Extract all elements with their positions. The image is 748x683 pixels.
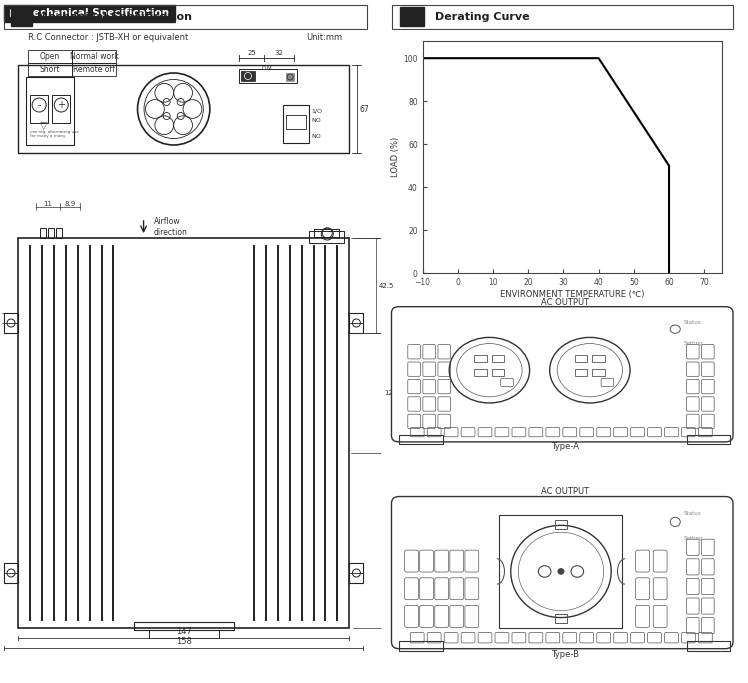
Text: Status: Status — [684, 320, 702, 324]
Text: -: - — [37, 100, 41, 110]
Bar — [399, 435, 443, 444]
Text: +: + — [58, 100, 65, 110]
Text: 1/O: 1/O — [311, 109, 322, 113]
Bar — [73, 50, 117, 63]
Text: Setting: Setting — [684, 341, 704, 346]
Bar — [26, 77, 74, 145]
Bar — [286, 73, 294, 81]
Text: D.M: D.M — [261, 66, 272, 71]
Bar — [30, 95, 48, 123]
FancyBboxPatch shape — [391, 497, 733, 649]
Text: Unit:mm: Unit:mm — [306, 33, 343, 42]
Circle shape — [245, 72, 251, 79]
Text: Mechanical Specification: Mechanical Specification — [37, 12, 192, 22]
Text: 8.9: 8.9 — [64, 201, 76, 207]
Bar — [28, 63, 73, 76]
Bar — [52, 95, 70, 123]
Bar — [11, 8, 31, 26]
Text: Setting: Setting — [684, 535, 704, 540]
Bar — [555, 520, 567, 529]
Bar — [283, 105, 309, 143]
Bar — [399, 641, 443, 651]
FancyBboxPatch shape — [391, 307, 733, 442]
Bar — [309, 231, 344, 243]
Text: 120: 120 — [384, 390, 398, 396]
Bar — [500, 515, 622, 628]
Bar — [574, 355, 587, 362]
Bar — [18, 238, 349, 628]
Text: Open: Open — [40, 52, 61, 61]
Text: AC OUTPUT: AC OUTPUT — [541, 298, 589, 307]
Bar — [149, 630, 219, 638]
Bar — [349, 313, 364, 333]
Y-axis label: LOAD (%): LOAD (%) — [391, 137, 400, 177]
Text: 25: 25 — [247, 50, 256, 56]
Text: 205: 205 — [394, 430, 408, 436]
Bar — [4, 5, 175, 22]
Text: ■ Mechanical Specification: ■ Mechanical Specification — [9, 8, 169, 18]
Bar — [28, 50, 73, 63]
Text: Type-A: Type-A — [551, 442, 579, 451]
Text: ▽: ▽ — [40, 121, 48, 131]
Text: 42.5: 42.5 — [378, 283, 394, 288]
Bar — [18, 65, 349, 153]
Circle shape — [558, 568, 564, 574]
Bar — [40, 228, 46, 238]
Bar — [474, 355, 487, 362]
Bar — [399, 8, 424, 26]
Bar — [349, 563, 364, 583]
Bar — [492, 369, 504, 376]
Bar — [4, 313, 18, 333]
Text: 158: 158 — [176, 637, 191, 646]
Text: R.C Connector : JSTB-XH or equivalent: R.C Connector : JSTB-XH or equivalent — [28, 33, 188, 42]
Text: 32: 32 — [275, 50, 283, 56]
Text: use reg. alternating use: use reg. alternating use — [30, 130, 79, 134]
Text: 147: 147 — [176, 627, 191, 636]
X-axis label: ENVIRONMENT TEMPERATURE (℃): ENVIRONMENT TEMPERATURE (℃) — [500, 290, 645, 299]
Bar — [592, 369, 605, 376]
Bar — [56, 228, 62, 238]
Bar — [592, 355, 605, 362]
Text: Derating Curve: Derating Curve — [435, 12, 530, 22]
Text: 67: 67 — [359, 104, 370, 113]
Text: NO: NO — [311, 135, 321, 139]
Text: Short: Short — [40, 65, 61, 74]
Text: Status: Status — [684, 512, 702, 516]
Text: Airflow
direction: Airflow direction — [153, 217, 188, 237]
Bar — [239, 69, 297, 83]
Text: AC OUTPUT: AC OUTPUT — [541, 488, 589, 497]
Bar — [555, 614, 567, 624]
Bar — [474, 369, 487, 376]
Bar — [687, 641, 731, 651]
Bar — [48, 228, 54, 238]
Text: Type-B: Type-B — [551, 650, 579, 659]
Text: for many a many: for many a many — [30, 134, 66, 138]
Bar — [492, 355, 504, 362]
Text: 11: 11 — [43, 201, 52, 207]
Bar — [4, 563, 18, 583]
Bar — [134, 622, 234, 630]
Text: Remote off: Remote off — [73, 65, 115, 74]
Text: NO: NO — [311, 118, 321, 124]
Text: Normal work: Normal work — [70, 52, 119, 61]
Bar — [574, 369, 587, 376]
Bar — [314, 229, 340, 237]
Bar — [286, 115, 306, 129]
Bar — [73, 63, 117, 76]
Bar — [687, 435, 731, 444]
Bar — [241, 71, 255, 81]
Text: (HORIZONTAL): (HORIZONTAL) — [671, 316, 722, 322]
